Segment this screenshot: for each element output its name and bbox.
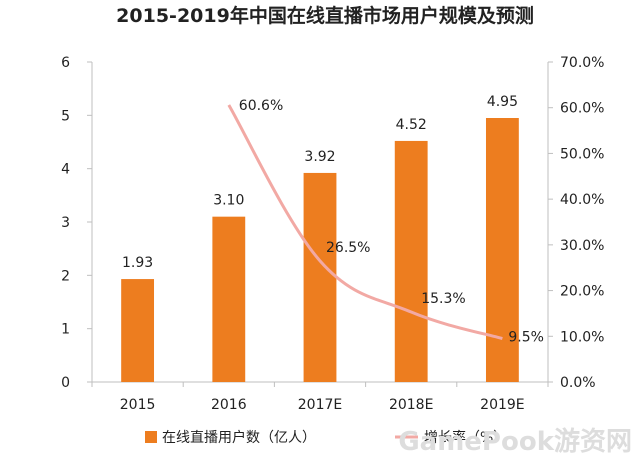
bar: [212, 216, 246, 382]
legend: 在线直播用户数（亿人） 增长率（%）: [145, 429, 507, 446]
y-left-tick-label: 5: [61, 108, 70, 124]
legend-label-bar: 在线直播用户数（亿人）: [162, 429, 316, 446]
y-right-tick-label: 50.0%: [560, 146, 604, 162]
y-right-tick-label: 30.0%: [560, 238, 604, 254]
bar: [303, 172, 337, 382]
axes: 01234560.0%10.0%20.0%30.0%40.0%50.0%60.0…: [61, 55, 604, 413]
y-left-tick-label: 1: [61, 322, 70, 338]
bar-value-label: 3.92: [304, 149, 335, 165]
y-right-tick-label: 70.0%: [560, 55, 604, 71]
growth-line: [227, 104, 503, 341]
bar-value-label: 3.10: [213, 193, 244, 209]
y-left-tick-label: 0: [61, 375, 70, 391]
y-left-tick-label: 6: [61, 55, 70, 71]
chart-title: 2015-2019年中国在线直播市场用户规模及预测: [116, 4, 534, 27]
line-value-label: 9.5%: [508, 330, 544, 346]
bar: [394, 140, 428, 382]
bar-value-label: 1.93: [122, 255, 153, 271]
y-right-tick-label: 0.0%: [560, 375, 596, 391]
y-right-tick-label: 60.0%: [560, 101, 604, 117]
y-right-tick-label: 40.0%: [560, 192, 604, 208]
x-tick-label: 2018E: [389, 397, 433, 413]
x-tick-label: 2017E: [298, 397, 342, 413]
bar-series: [121, 118, 519, 382]
legend-label-line: 增长率（%）: [424, 429, 507, 446]
x-tick-label: 2019E: [480, 397, 524, 413]
line-series: [227, 104, 503, 341]
bar-value-label: 4.52: [396, 117, 427, 133]
data-labels: 1.93 3.10 3.92 4.52 4.95 60.6% 26.5% 15.3% 9.5%: [122, 94, 544, 346]
y-right-tick-label: 10.0%: [560, 329, 604, 345]
y-left-tick-label: 3: [61, 215, 70, 231]
y-left-tick-label: 2: [61, 268, 70, 284]
x-tick-label: 2015: [120, 397, 156, 413]
line-value-label: 26.5%: [326, 240, 370, 256]
y-right-tick-label: 20.0%: [560, 284, 604, 300]
bar: [121, 279, 155, 382]
line-value-label: 15.3%: [421, 291, 465, 307]
watermark: GamePook游资网: [398, 427, 632, 457]
line-value-label: 60.6%: [239, 98, 283, 114]
legend-swatch-bar: [145, 431, 157, 443]
y-left-tick-label: 4: [61, 162, 70, 178]
x-tick-label: 2016: [211, 397, 247, 413]
bar-value-label: 4.95: [487, 94, 518, 110]
